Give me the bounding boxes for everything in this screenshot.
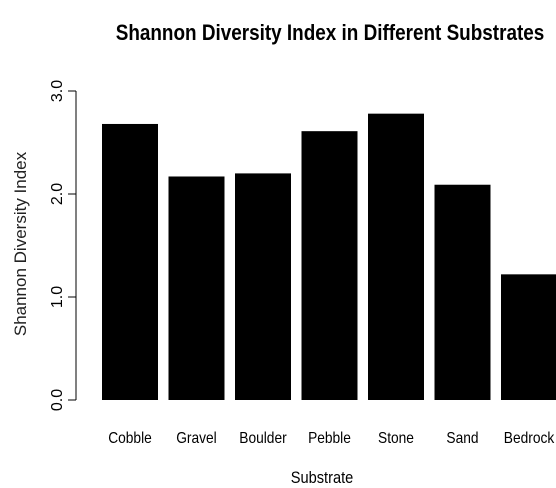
bar-gravel: [168, 176, 225, 400]
x-tick-label: Bedrock: [504, 429, 555, 447]
y-axis-label: Shannon Diversity Index: [11, 151, 30, 336]
y-tick-label: 1.0: [49, 286, 66, 308]
bar-pebble: [301, 131, 358, 401]
bar-stone: [368, 113, 424, 400]
x-tick-label: Stone: [378, 429, 414, 447]
x-tick-label: Gravel: [176, 429, 216, 447]
chart-title: Shannon Diversity Index in Different Sub…: [116, 21, 545, 46]
bars-group: [102, 113, 556, 401]
x-tick-labels: Cobble Gravel Boulder Pebble Stone Sand Bedroc…: [108, 429, 554, 447]
y-axis: 0.0 1.0 2.0 3.0: [49, 80, 77, 411]
x-axis-label: Substrate: [291, 469, 354, 487]
x-tick-label: Boulder: [239, 429, 286, 447]
x-tick-label: Cobble: [108, 429, 152, 447]
y-tick-label: 0.0: [49, 389, 66, 411]
bar-boulder: [235, 173, 291, 400]
bar-sand: [434, 184, 491, 400]
bar-bedrock: [501, 274, 556, 400]
bar-cobble: [102, 123, 158, 401]
x-tick-label: Pebble: [308, 429, 351, 447]
y-tick-label: 3.0: [49, 80, 66, 102]
y-tick-label: 2.0: [49, 183, 66, 205]
x-tick-label: Sand: [446, 429, 478, 447]
